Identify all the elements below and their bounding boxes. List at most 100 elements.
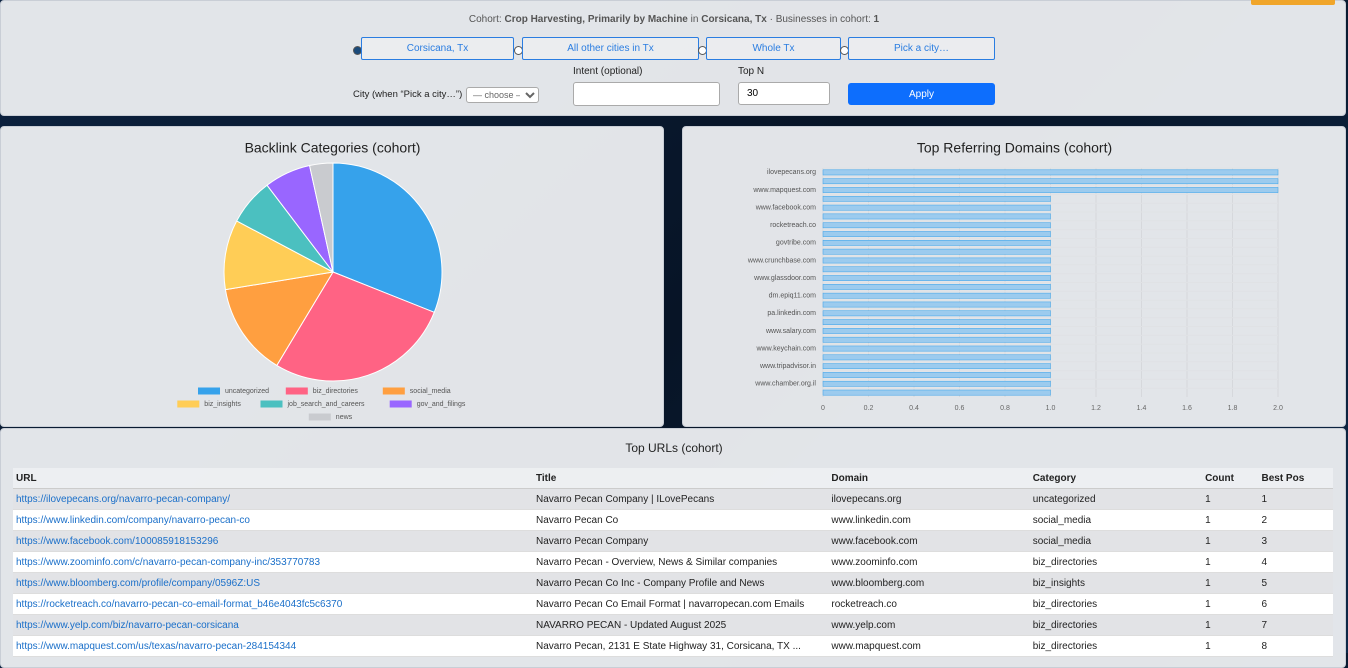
bar: [823, 311, 1051, 316]
page: Cohort: Crop Harvesting, Primarily by Ma…: [0, 0, 1348, 653]
legend-swatch: [177, 401, 199, 408]
topn-input[interactable]: [738, 82, 830, 105]
column-header: Title: [533, 468, 828, 489]
legend-label: biz_directories: [313, 388, 359, 395]
bar: [823, 293, 1051, 298]
table-cell: 4: [1258, 552, 1333, 573]
table-cell: social_media: [1030, 531, 1202, 552]
table-cell: biz_directories: [1030, 552, 1202, 573]
url-link[interactable]: https://www.linkedin.com/company/navarro…: [16, 515, 250, 526]
bar: [823, 258, 1051, 263]
table-cell: 1: [1258, 489, 1333, 510]
y-tick-label: ilovepecans.org: [767, 169, 816, 176]
legend-swatch: [198, 388, 220, 395]
scope-option[interactable]: Whole Tx: [706, 37, 841, 60]
table-row: https://rocketreach.co/navarro-pecan-co-…: [13, 594, 1333, 615]
table-cell: 5: [1258, 573, 1333, 594]
y-tick-label: www.mapquest.com: [752, 187, 816, 194]
topn-label: Top N: [738, 66, 764, 77]
table-title: Top URLs (cohort): [1, 441, 1347, 455]
legend-swatch: [390, 401, 412, 408]
table-cell: social_media: [1030, 510, 1202, 531]
table-cell: 2: [1258, 510, 1333, 531]
url-cell: https://www.yelp.com/biz/navarro-pecan-c…: [13, 615, 533, 636]
intent-input[interactable]: [573, 82, 720, 106]
header-button[interactable]: [1251, 0, 1335, 5]
bar: [823, 372, 1051, 377]
table-cell: NAVARRO PECAN - Updated August 2025: [533, 615, 828, 636]
intent-label: Intent (optional): [573, 66, 643, 77]
x-tick-label: 1.0: [1046, 405, 1056, 412]
urls-table: URLTitleDomainCategoryCountBest Poshttps…: [13, 468, 1333, 657]
pie-chart: Backlink Categories (cohort) uncategorize…: [1, 127, 663, 426]
bar: [823, 231, 1051, 236]
table-cell: rocketreach.co: [828, 594, 1029, 615]
bar: [823, 267, 1051, 272]
url-link[interactable]: https://rocketreach.co/navarro-pecan-co-…: [16, 599, 342, 610]
url-link[interactable]: https://www.bloomberg.com/profile/compan…: [16, 578, 260, 589]
scope-option[interactable]: Pick a city…: [848, 37, 995, 60]
chart-title: Backlink Categories (cohort): [245, 140, 421, 156]
x-tick-label: 1.6: [1182, 405, 1192, 412]
table-row: https://www.zoominfo.com/c/navarro-pecan…: [13, 552, 1333, 573]
table-cell: 3: [1258, 531, 1333, 552]
bar-panel: Top Referring Domains (cohort)00.20.40.6…: [682, 126, 1346, 427]
bar: [823, 275, 1051, 280]
url-link[interactable]: https://www.facebook.com/100085918153296: [16, 536, 218, 547]
table-cell: Navarro Pecan Company: [533, 531, 828, 552]
column-header: Best Pos: [1258, 468, 1333, 489]
legend-swatch: [286, 388, 308, 395]
table-cell: 6: [1258, 594, 1333, 615]
filter-panel: Cohort: Crop Harvesting, Primarily by Ma…: [0, 0, 1346, 116]
url-cell: https://www.mapquest.com/us/texas/navarr…: [13, 636, 533, 657]
table-cell: 8: [1258, 636, 1333, 657]
table-cell: www.zoominfo.com: [828, 552, 1029, 573]
scope-option[interactable]: Corsicana, Tx: [361, 37, 514, 60]
city-select[interactable]: — choose —: [466, 87, 539, 103]
x-tick-label: 1.2: [1091, 405, 1101, 412]
url-cell: https://rocketreach.co/navarro-pecan-co-…: [13, 594, 533, 615]
bar: [823, 223, 1051, 228]
url-cell: https://www.facebook.com/100085918153296: [13, 531, 533, 552]
table-cell: 1: [1202, 510, 1258, 531]
businesses-count: 1: [874, 14, 880, 25]
url-cell: https://ilovepecans.org/navarro-pecan-co…: [13, 489, 533, 510]
y-tick-label: www.keychain.com: [755, 345, 816, 352]
column-header: Category: [1030, 468, 1202, 489]
apply-button[interactable]: Apply: [848, 83, 995, 105]
cohort-line: Cohort: Crop Harvesting, Primarily by Ma…: [1, 14, 1347, 25]
table-row: https://www.linkedin.com/company/navarro…: [13, 510, 1333, 531]
scope-option[interactable]: All other cities in Tx: [522, 37, 699, 60]
bar: [823, 179, 1278, 184]
url-link[interactable]: https://www.yelp.com/biz/navarro-pecan-c…: [16, 620, 239, 631]
legend-label: gov_and_filings: [417, 401, 466, 408]
column-header: URL: [13, 468, 533, 489]
x-tick-label: 0.2: [864, 405, 874, 412]
legend-swatch: [261, 401, 283, 408]
y-tick-label: www.tripadvisor.in: [759, 363, 816, 370]
cohort-label: Cohort:: [469, 14, 502, 25]
table-cell: 1: [1202, 615, 1258, 636]
url-link[interactable]: https://www.zoominfo.com/c/navarro-pecan…: [16, 557, 320, 568]
y-tick-label: rocketreach.co: [770, 222, 816, 229]
bar: [823, 240, 1051, 245]
table-cell: www.yelp.com: [828, 615, 1029, 636]
table-cell: www.bloomberg.com: [828, 573, 1029, 594]
x-tick-label: 1.8: [1228, 405, 1238, 412]
legend-label: uncategorized: [225, 388, 269, 395]
table-cell: Navarro Pecan - Overview, News & Similar…: [533, 552, 828, 573]
url-link[interactable]: https://ilovepecans.org/navarro-pecan-co…: [16, 494, 230, 505]
table-cell: 1: [1202, 531, 1258, 552]
url-cell: https://www.bloomberg.com/profile/compan…: [13, 573, 533, 594]
y-tick-label: govtribe.com: [776, 240, 816, 247]
url-cell: https://www.linkedin.com/company/navarro…: [13, 510, 533, 531]
bar-chart: Top Referring Domains (cohort)00.20.40.6…: [683, 127, 1345, 426]
legend-swatch: [383, 388, 405, 395]
cohort-in: in: [691, 14, 699, 25]
bar: [823, 355, 1051, 360]
y-tick-label: dm.epiq11.com: [769, 293, 817, 300]
table-cell: www.mapquest.com: [828, 636, 1029, 657]
url-link[interactable]: https://www.mapquest.com/us/texas/navarr…: [16, 641, 296, 652]
table-cell: Navarro Pecan, 2131 E State Highway 31, …: [533, 636, 828, 657]
table-cell: www.facebook.com: [828, 531, 1029, 552]
